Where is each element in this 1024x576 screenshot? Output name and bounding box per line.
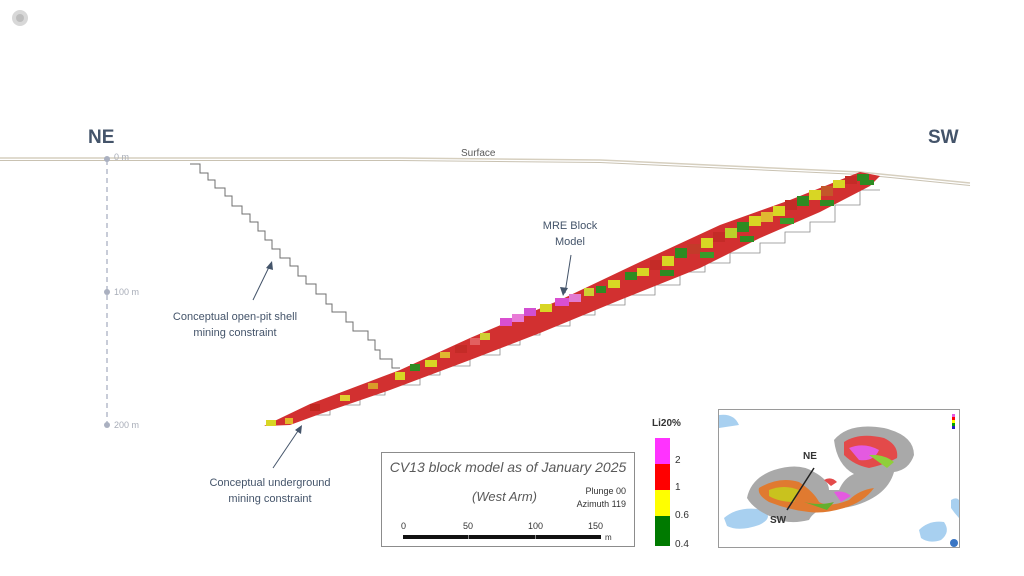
direction-label-ne: NE [88,127,115,148]
company-logo-icon [12,10,28,26]
inset-location-map: NE SW [718,409,960,548]
legend-label-2: 2 [675,455,681,466]
scale-tick-100: 100 [528,521,544,531]
legend-swatch-0-4 [655,516,670,546]
azimuth-value: Azimuth 119 [576,499,626,509]
legend-swatch-1 [655,464,670,490]
block-model-annotation: MRE Block Model [520,218,620,250]
underground-annotation: Conceptual underground mining constraint [195,475,345,507]
block-model-annotation-line1: MRE Block [542,220,598,232]
inset-label-ne: NE [803,451,817,462]
depth-label-100: 100 m [114,287,140,297]
legend-title: Li20% [652,418,681,429]
scale-tick-50: 50 [463,521,474,531]
surface-label: Surface [461,148,496,159]
direction-label-sw: SW [928,127,959,148]
scale-bar [403,535,601,539]
underground-annotation-line2: mining constraint [228,493,312,505]
legend-label-0-4: 0.4 [675,539,689,550]
legend-label-0-6: 0.6 [675,510,689,521]
scale-tick-0: 0 [401,521,407,531]
scale-divider [535,535,536,539]
scale-unit: m [605,533,612,542]
scale-divider [468,535,469,539]
model-title: CV13 block model as of January 2025 [389,459,627,475]
depth-label-200: 200 m [114,420,140,430]
open-pit-annotation-line2: mining constraint [193,327,277,339]
model-info-box: CV13 block model as of January 2025 (Wes… [381,452,635,547]
block-model-cells [266,174,874,426]
block-model-annotation-line2: Model [555,236,585,248]
depth-label-0: 0 m [114,152,130,162]
legend-swatch-2 [655,438,670,464]
open-pit-annotation: Conceptual open-pit shell mining constra… [155,309,315,341]
scale-tick-150: 150 [588,521,604,531]
open-pit-annotation-line1: Conceptual open-pit shell [172,311,298,323]
legend-label-1: 1 [675,482,681,493]
plunge-value: Plunge 00 [585,486,626,496]
underground-annotation-line1: Conceptual underground [209,477,331,489]
view-orientation: Plunge 00 Azimuth 119 [577,485,626,511]
inset-map-graphic [719,414,959,547]
model-subtitle: (West Arm) [472,489,537,504]
inset-label-sw: SW [770,515,787,526]
legend-swatch-0-6 [655,490,670,516]
